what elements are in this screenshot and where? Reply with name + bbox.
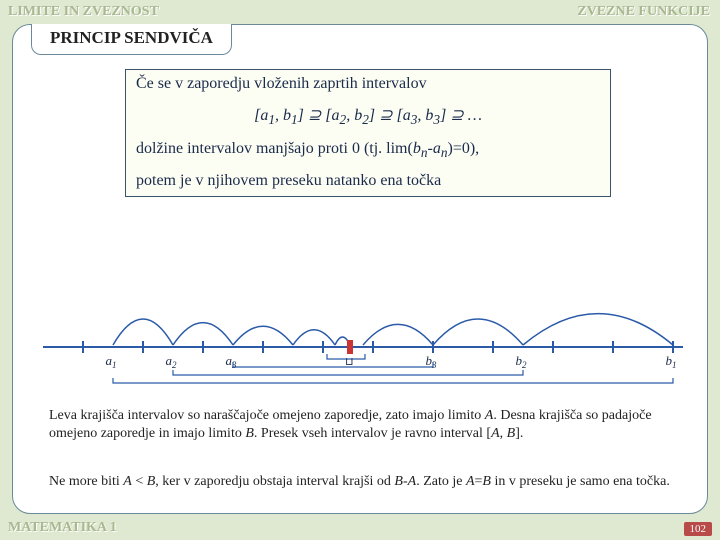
paragraph-2: Ne more biti A < B, ker v zaporedju obst… — [49, 473, 677, 491]
slide: LIMITE IN ZVEZNOST ZVEZNE FUNKCIJE PRINC… — [0, 0, 720, 540]
page-number: 102 — [684, 522, 713, 536]
main-box: PRINCIP SENDVIČA Če se v zaporedju vlože… — [12, 24, 708, 514]
svg-text:b3: b3 — [426, 353, 438, 370]
diagram: a1 a2 a3 b3 b2 b1 ⊔ — [43, 247, 677, 387]
header-right: ZVEZNE FUNKCIJE — [577, 4, 710, 20]
diagram-svg: a1 a2 a3 b3 b2 b1 ⊔ — [43, 247, 683, 397]
header-left: LIMITE IN ZVEZNOST — [8, 4, 159, 20]
svg-text:a3: a3 — [226, 353, 238, 370]
paragraph-1: Leva krajišča intervalov so naraščajoče … — [49, 407, 677, 443]
footer-left: MATEMATIKA 1 — [8, 520, 117, 536]
svg-text:⊔: ⊔ — [345, 356, 354, 368]
theorem-box: Če se v zaporedju vloženih zaprtih inter… — [125, 69, 611, 197]
svg-text:a1: a1 — [106, 353, 117, 370]
theorem-formula: [a1, b1] ⊇ [a2, b2] ⊇ [a3, b3] ⊇ … — [126, 99, 610, 135]
svg-text:b1: b1 — [666, 353, 677, 370]
svg-text:b2: b2 — [516, 353, 528, 370]
svg-text:a2: a2 — [166, 353, 178, 370]
title-tab: PRINCIP SENDVIČA — [31, 24, 232, 55]
theorem-line1: Če se v zaporedju vloženih zaprtih inter… — [126, 70, 610, 99]
theorem-line2: dolžine intervalov manjšajo proti 0 (tj.… — [126, 135, 610, 167]
theorem-line3: potem je v njihovem preseku natanko ena … — [126, 167, 610, 196]
